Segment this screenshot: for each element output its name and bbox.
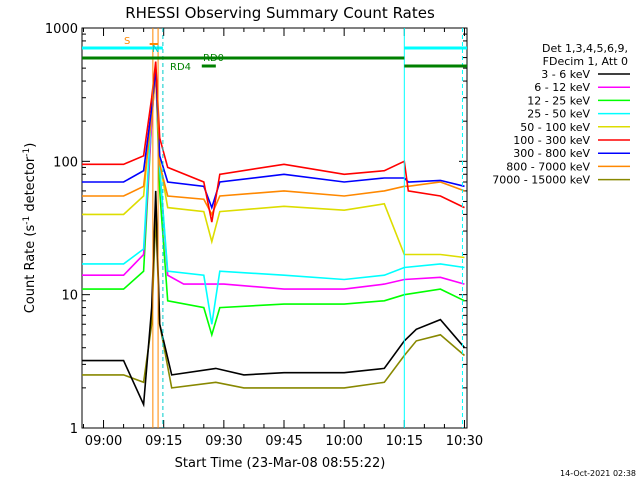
x-tick-label-0: 09:00: [85, 434, 122, 449]
legend-label-5: 100 - 300 keV: [513, 134, 590, 147]
x-axis-label: Start Time (23-Mar-08 08:55:22): [175, 456, 386, 471]
x-tick-label-4: 10:00: [325, 434, 362, 449]
y-tick-label-1: 10: [61, 289, 78, 304]
plot-series: [82, 61, 466, 408]
legend-label-4: 50 - 100 keV: [520, 121, 590, 134]
x-tick-label-3: 09:45: [265, 434, 302, 449]
series-line-2: [82, 68, 465, 338]
legend-header-1: Det 1,3,4,5,6,9,: [542, 42, 628, 55]
y-tick-label-2: 100: [53, 155, 78, 170]
rd4-label: RD4: [170, 62, 191, 73]
plot-markers: [82, 28, 467, 428]
x-tick-label-1: 09:15: [145, 434, 182, 449]
legend-label-3: 25 - 50 keV: [527, 108, 590, 121]
legend-label-6: 300 - 800 keV: [513, 147, 590, 160]
legend-header-2: FDecim 1, Att 0: [543, 55, 628, 68]
rd0-label: RD0: [203, 53, 224, 64]
footer-timestamp: 14-Oct-2021 02:38: [560, 469, 636, 478]
y-axis-label-end: ): [23, 143, 38, 148]
y-axis-label-main: Count Rate (s: [23, 225, 38, 314]
legend: Det 1,3,4,5,6,9, FDecim 1, Att 0 3 - 6 k…: [492, 42, 630, 187]
series-line-8: [82, 214, 466, 389]
x-tick-label-5: 10:15: [386, 434, 423, 449]
legend-label-2: 12 - 25 keV: [527, 94, 590, 107]
legend-label-0: 3 - 6 keV: [541, 68, 590, 81]
series-line-3: [82, 68, 465, 325]
y-axis-label: Count Rate (s-1 detector-1): [22, 143, 38, 314]
y-axis-label-sup2: -1: [22, 148, 32, 157]
legend-label-7: 800 - 7000 keV: [506, 160, 590, 173]
series-line-7: [82, 74, 465, 217]
plot-frame: [81, 27, 468, 429]
x-tick-label-6: 10:30: [446, 434, 483, 449]
x-tick-label-2: 09:30: [205, 434, 242, 449]
legend-label-1: 6 - 12 keV: [534, 81, 590, 94]
y-axis-label-sup1: -1: [22, 216, 32, 225]
legend-label-8: 7000 - 15000 keV: [492, 174, 590, 187]
y-tick-label-3: 1000: [45, 22, 78, 37]
axis-ticks: 09:00 09:15 09:30 09:45 10:00 10:15 10:30 1 10 10…: [45, 22, 483, 449]
series-line-6: [82, 68, 465, 211]
series-line-4: [82, 68, 465, 259]
y-axis-label-mid: detector: [23, 156, 38, 216]
series-line-0: [82, 190, 466, 408]
y-tick-label-0: 1: [70, 422, 78, 437]
n-label: N: [152, 44, 159, 55]
s-label: S: [124, 36, 130, 47]
chart-title: RHESSI Observing Summary Count Rates: [125, 4, 435, 22]
series-line-5: [82, 61, 465, 223]
